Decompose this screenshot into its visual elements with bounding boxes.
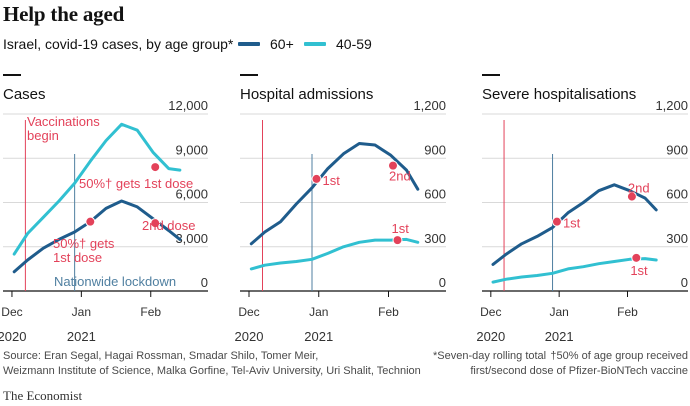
x-year-label: 2021 — [545, 329, 574, 344]
panel-title-admissions: Hospital admissions — [240, 86, 374, 103]
dose-marker — [388, 160, 398, 171]
series-line-40-59 — [249, 237, 420, 271]
y-tick-label: 300 — [424, 231, 446, 246]
annotation-dose1-60plus: 1st — [563, 216, 581, 231]
panel-rule — [482, 74, 500, 76]
legend-swatch-40-59 — [304, 42, 326, 46]
x-tick-label: Jan — [549, 305, 568, 319]
x-year-label: 2020 — [235, 329, 264, 344]
x-tick-label: Feb — [378, 305, 399, 319]
footnote-rolling-text: *Seven-day rolling total — [433, 350, 547, 362]
x-tick-label: Feb — [617, 305, 638, 319]
series-line-40-59 — [12, 122, 182, 256]
series-line-60plus — [249, 142, 420, 246]
annotation-dose1-60plus: 1st — [323, 173, 341, 188]
dose-marker — [626, 191, 637, 202]
annotation-dose1-40-59: 1st — [630, 263, 648, 278]
source-line-1: Source: Eran Segal, Hagai Rossman, Smada… — [3, 350, 319, 362]
annotation-vaccinations: begin — [27, 128, 59, 143]
x-year-label: 2021 — [304, 329, 333, 344]
y-tick-label: 0 — [439, 275, 446, 290]
legend-item-60plus: 60+ — [238, 36, 294, 52]
dose-marker — [311, 173, 322, 184]
panel-title-severe: Severe hospitalisations — [482, 86, 637, 103]
y-tick-label: 9,000 — [175, 142, 208, 157]
economist-logo: The Economist — [3, 388, 83, 403]
y-tick-label: 300 — [666, 231, 688, 246]
legend-label-40-59: 40-59 — [336, 36, 372, 52]
annotation-dose1-40-59: 1st — [392, 221, 410, 236]
source-line-2: Weizmann Institute of Science, Malka Gor… — [3, 365, 421, 377]
x-year-label: 2021 — [67, 329, 96, 344]
dose-marker — [392, 235, 403, 246]
y-tick-label: 0 — [201, 275, 208, 290]
dose-marker — [150, 162, 161, 173]
panel-rule — [3, 74, 21, 76]
dose-marker — [551, 216, 562, 227]
legend-item-40-59: 40-59 — [304, 36, 372, 52]
annotation-dose1-40-59: 50%† gets 1st dose — [79, 176, 193, 191]
x-tick-label: Feb — [140, 305, 161, 319]
legend-label-60plus: 60+ — [270, 36, 294, 52]
x-tick-label: Jan — [309, 305, 328, 319]
y-tick-label: 900 — [666, 142, 688, 157]
chart-subtitle: Israel, covid-19 cases, by age group* — [3, 36, 234, 52]
annotation-dose2-60plus: 2nd dose — [142, 218, 196, 233]
panel-rule — [240, 74, 258, 76]
x-tick-label: Dec — [1, 305, 22, 319]
x-tick-label: Dec — [238, 305, 259, 319]
footnote-dose-line-1: †50% of age group received — [550, 350, 688, 362]
annotation-dose1-60plus: 1st dose — [53, 250, 102, 265]
footnote-dose: †50% of age group received first/second … — [470, 349, 688, 379]
footnote-dose-line-2: first/second dose of Pfizer-BioNTech vac… — [470, 365, 688, 377]
annotation-vaccinations: Vaccinations — [27, 114, 100, 129]
y-tick-label: 1,200 — [413, 98, 446, 113]
x-tick-label: Dec — [480, 305, 501, 319]
y-tick-label: 600 — [666, 187, 688, 202]
y-tick-label: 600 — [424, 187, 446, 202]
x-year-label: 2020 — [0, 329, 26, 344]
dose-marker — [150, 218, 161, 229]
annotation-dose2-60plus: 2nd — [389, 169, 411, 184]
y-tick-label: 12,000 — [168, 98, 208, 113]
y-tick-label: 0 — [681, 275, 688, 290]
annotation-dose1-60plus: 50%† gets — [53, 236, 115, 251]
annotation-lockdown: Nationwide lockdown — [54, 274, 176, 289]
annotation-dose2-60plus: 2nd — [628, 181, 650, 196]
y-tick-label: 6,000 — [175, 187, 208, 202]
panel-title-cases: Cases — [3, 86, 46, 103]
dose-marker — [85, 216, 96, 227]
legend-swatch-60plus — [238, 42, 260, 46]
x-year-label: 2020 — [476, 329, 505, 344]
charts-canvas: 0 3,000 6,000 9,000 12,000 Dec Jan Feb 2020 2021 V… — [0, 98, 688, 344]
footnote-rolling: *Seven-day rolling total — [433, 349, 546, 364]
chart-title: Help the aged — [3, 2, 125, 26]
y-tick-label: 900 — [424, 142, 446, 157]
dose-marker — [631, 252, 642, 263]
source-note: Source: Eran Segal, Hagai Rossman, Smada… — [3, 349, 421, 379]
x-tick-label: Jan — [72, 305, 91, 319]
y-tick-label: 3,000 — [175, 231, 208, 246]
y-tick-label: 1,200 — [655, 98, 688, 113]
